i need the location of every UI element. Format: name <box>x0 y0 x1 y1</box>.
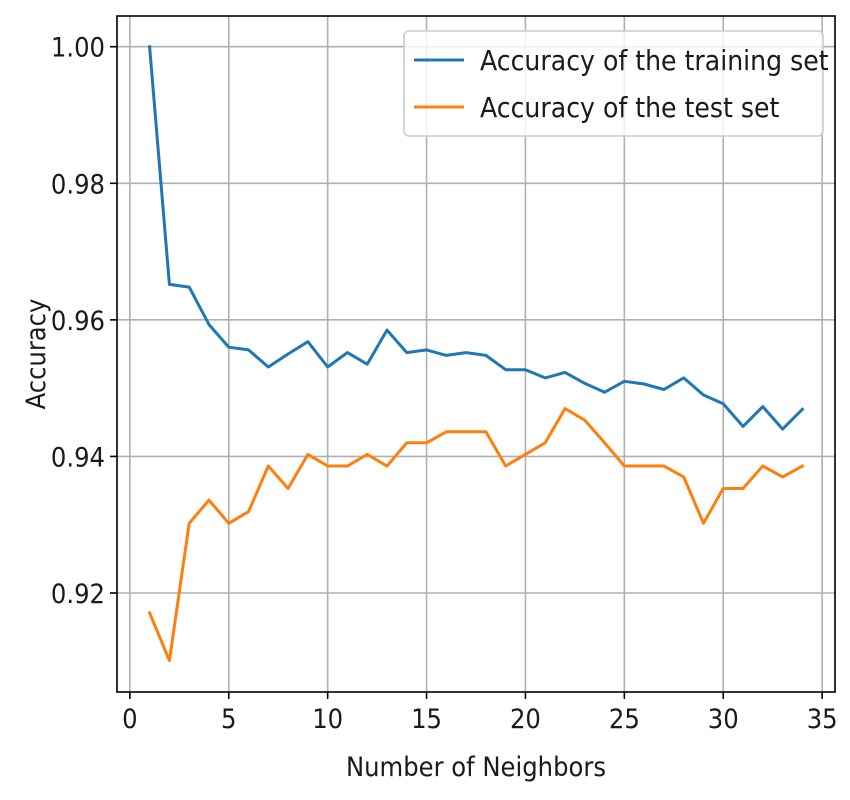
y-tick-label: 0.98 <box>51 169 105 200</box>
x-tick-label: 20 <box>510 704 541 735</box>
x-tick-label: 30 <box>708 704 739 735</box>
x-tick-label: 10 <box>312 704 343 735</box>
y-tick-label: 0.92 <box>51 579 105 610</box>
x-tick-label: 25 <box>609 704 640 735</box>
series-line-test <box>147 407 805 663</box>
y-tick-label: 1.00 <box>51 33 105 64</box>
legend-label: Accuracy of the training set <box>480 44 829 77</box>
y-axis: 0.92 0.94 0.96 0.98 1.00 <box>51 33 117 610</box>
y-axis-label: Accuracy <box>21 299 52 410</box>
y-tick-label: 0.96 <box>51 306 105 337</box>
x-axis: 0 5 10 15 20 25 30 35 <box>122 692 838 735</box>
legend-box <box>403 30 824 137</box>
x-tick-label: 15 <box>411 704 442 735</box>
x-tick-label: 5 <box>221 704 236 735</box>
x-tick-label: 35 <box>807 704 838 735</box>
series-lines <box>147 45 805 663</box>
series-line-training <box>147 45 805 431</box>
x-axis-label: Number of Neighbors <box>346 752 606 783</box>
legend-label: Accuracy of the test set <box>480 91 780 124</box>
x-tick-label: 0 <box>122 704 137 735</box>
plot-frame <box>116 15 836 693</box>
legend: Accuracy of the training set Accuracy of … <box>403 30 829 137</box>
y-tick-label: 0.94 <box>51 442 105 473</box>
